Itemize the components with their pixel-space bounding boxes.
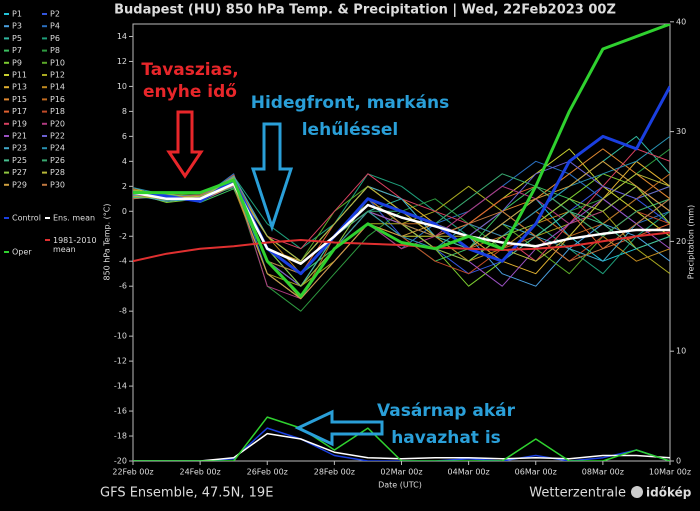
y-tick-label: -18 bbox=[114, 432, 127, 441]
blue-arrow bbox=[250, 122, 294, 232]
x-tick-label: 04Mar 00z bbox=[448, 468, 490, 477]
legend-label: P24 bbox=[50, 144, 65, 153]
x-tick-label: 28Feb 00z bbox=[314, 468, 355, 477]
legend-label: P25 bbox=[12, 156, 27, 165]
legend-label: P21 bbox=[12, 132, 27, 141]
logo-icon bbox=[631, 486, 643, 498]
y-tick-label: -16 bbox=[114, 407, 127, 416]
legend-label: Control bbox=[12, 214, 41, 223]
x-tick-label: 08Mar 00z bbox=[582, 468, 624, 477]
footer-credit: Wetterzentrale bbox=[529, 486, 626, 501]
y-tick-label: 14 bbox=[117, 32, 127, 41]
y-tick-label: -4 bbox=[119, 257, 127, 266]
legend-label: P7 bbox=[12, 46, 22, 55]
legend-label: P16 bbox=[50, 95, 65, 104]
y-tick-label: -20 bbox=[114, 457, 127, 466]
y-tick-label: 2 bbox=[122, 182, 127, 191]
blue-arrow-left bbox=[294, 409, 384, 447]
annotation: lehűléssel bbox=[302, 120, 399, 140]
y-tick-label: 0 bbox=[122, 207, 127, 216]
annotation: havazhat is bbox=[391, 428, 501, 448]
temp-line bbox=[133, 160, 670, 300]
legend-label: P20 bbox=[50, 119, 65, 128]
x-axis-label: Date (UTC) bbox=[378, 481, 422, 490]
y2-tick-label: 10 bbox=[676, 347, 686, 356]
x-tick-label: 24Feb 00z bbox=[179, 468, 220, 477]
legend-label: P17 bbox=[12, 107, 27, 116]
y-tick-label: 6 bbox=[122, 132, 127, 141]
legend-label: P4 bbox=[50, 22, 60, 31]
legend-label: P28 bbox=[50, 168, 65, 177]
y-tick-label: 12 bbox=[117, 57, 127, 66]
legend-label: P19 bbox=[12, 119, 27, 128]
legend-label: P13 bbox=[12, 83, 27, 92]
chart-title: Budapest (HU) 850 hPa Temp. & Precipitat… bbox=[114, 3, 616, 18]
legend-label: P8 bbox=[50, 46, 60, 55]
y2-tick-label: 40 bbox=[676, 17, 686, 26]
legend-label: P6 bbox=[50, 34, 60, 43]
y-tick-label: 4 bbox=[122, 157, 127, 166]
legend-label: P18 bbox=[50, 107, 65, 116]
x-tick-label: 26Feb 00z bbox=[247, 468, 288, 477]
y-tick-label: 10 bbox=[117, 82, 127, 91]
annotation: Tavaszias, bbox=[141, 60, 238, 80]
legend-label: P15 bbox=[12, 95, 27, 104]
x-tick-label: 06Mar 00z bbox=[515, 468, 557, 477]
y-tick-label: -8 bbox=[119, 307, 127, 316]
legend-label: P22 bbox=[50, 132, 65, 141]
legend-label: P27 bbox=[12, 168, 27, 177]
legend-label: P2 bbox=[50, 10, 60, 19]
x-tick-label: 10Mar 00z bbox=[649, 468, 691, 477]
legend-label: P5 bbox=[12, 34, 22, 43]
y2-tick-label: 30 bbox=[676, 127, 686, 136]
y-tick-label: -6 bbox=[119, 282, 127, 291]
legend-label: P29 bbox=[12, 180, 27, 189]
x-tick-label: 02Mar 00z bbox=[380, 468, 422, 477]
temp-line bbox=[133, 231, 670, 263]
temp-line bbox=[133, 85, 670, 276]
legend-label: P11 bbox=[12, 71, 27, 80]
legend-label: Ens. mean bbox=[53, 214, 95, 223]
y-tick-label: 8 bbox=[122, 107, 127, 116]
temp-line bbox=[133, 24, 670, 298]
y2-tick-label: 20 bbox=[676, 237, 686, 246]
legend-label: 1981-2010 mean bbox=[53, 236, 97, 254]
legend-label: Oper bbox=[12, 248, 32, 257]
footer-logo: időkép bbox=[646, 486, 692, 500]
legend-label: P30 bbox=[50, 180, 65, 189]
y-axis-label: 850 hPa Temp. (°C) bbox=[103, 203, 112, 280]
red-arrow bbox=[166, 110, 204, 179]
y-tick-label: -10 bbox=[114, 332, 127, 341]
annotation: Hidegfront, markáns bbox=[251, 93, 450, 113]
legend-label: P23 bbox=[12, 144, 27, 153]
legend-label: P12 bbox=[50, 71, 65, 80]
footer-source: GFS Ensemble, 47.5N, 19E bbox=[100, 486, 273, 501]
legend-label: P1 bbox=[12, 10, 22, 19]
legend-label: P14 bbox=[50, 83, 65, 92]
plot-area bbox=[133, 24, 670, 461]
x-tick-label: 22Feb 00z bbox=[112, 468, 153, 477]
legend-label: P9 bbox=[12, 58, 22, 67]
y2-tick-label: 0 bbox=[676, 457, 681, 466]
precip-line bbox=[133, 432, 670, 461]
legend-label: P10 bbox=[50, 58, 65, 67]
annotation: enyhe idő bbox=[143, 82, 237, 102]
annotation: Vasárnap akár bbox=[377, 401, 516, 421]
temp-line bbox=[133, 182, 670, 265]
y-tick-label: -2 bbox=[119, 232, 127, 241]
y2-axis-label: Precipitation (mm) bbox=[687, 205, 696, 279]
y-tick-label: -12 bbox=[114, 357, 127, 366]
legend-label: P3 bbox=[12, 22, 22, 31]
legend-label: P26 bbox=[50, 156, 65, 165]
y-tick-label: -14 bbox=[114, 382, 127, 391]
